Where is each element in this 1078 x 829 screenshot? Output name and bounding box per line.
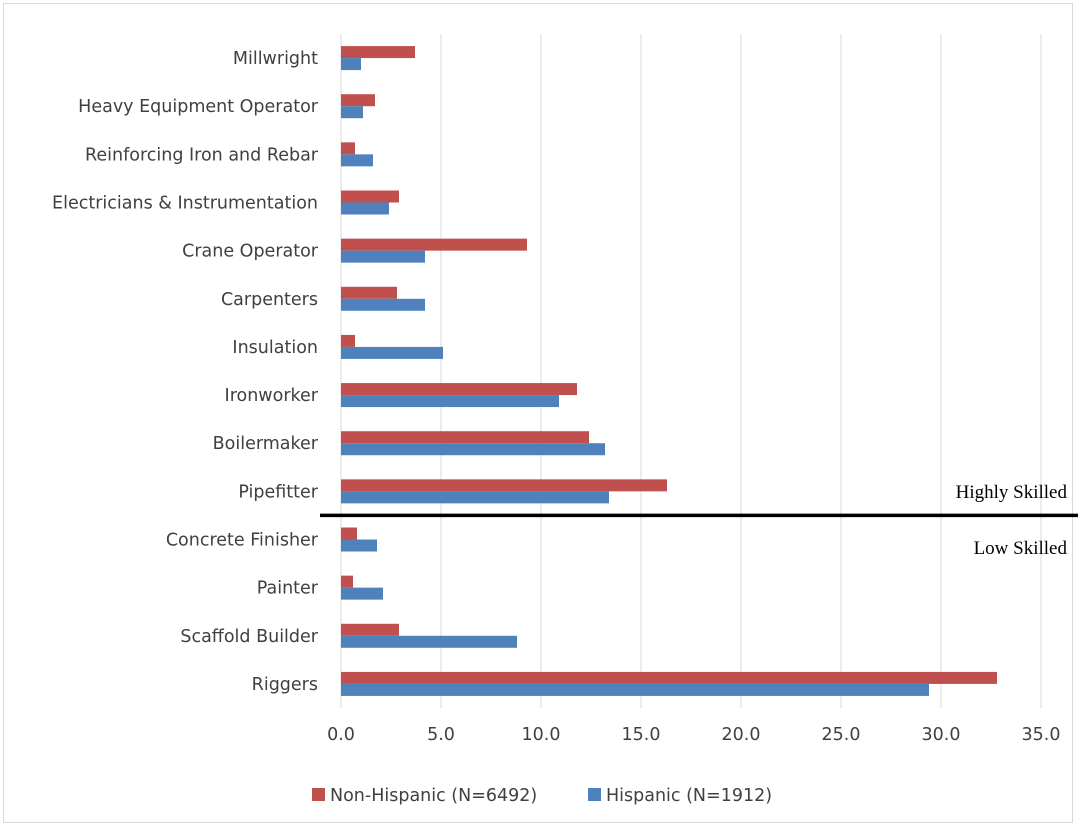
category-label-painter: Painter (257, 579, 319, 599)
category-label-boilermaker: Boilermaker (213, 434, 319, 454)
bar-riggers-non-hispanic (341, 671, 997, 684)
bar-carpenters-non-hispanic (341, 286, 397, 299)
bar-boilermaker-non-hispanic (341, 431, 589, 444)
category-label-scaffold-builder: Scaffold Builder (180, 627, 318, 647)
bar-insulation-non-hispanic (341, 334, 355, 347)
legend-label-non-hispanic: Non-Hispanic (N=6492) (330, 786, 537, 806)
legend-label-hispanic: Hispanic (N=1912) (606, 786, 772, 806)
x-tick-label: 30.0 (922, 725, 961, 745)
bar-millwright-non-hispanic (341, 46, 415, 59)
category-label-millwright: Millwright (233, 49, 318, 69)
bar-pipefitter-non-hispanic (341, 479, 667, 492)
bar-boilermaker-hispanic (341, 443, 605, 456)
bar-electricians-instrumentation-hispanic (341, 202, 389, 215)
x-tick-label: 5.0 (427, 725, 455, 745)
bar-carpenters-hispanic (341, 298, 425, 311)
bar-crane-operator-non-hispanic (341, 238, 527, 251)
x-tick-label: 15.0 (622, 725, 661, 745)
bar-reinforcing-iron-and-rebar-hispanic (341, 154, 373, 167)
bar-painter-hispanic (341, 587, 383, 600)
category-labels: Millwright Heavy Equipment Operator Reinfo… (52, 49, 319, 695)
bar-millwright-hispanic (341, 58, 361, 71)
bar-scaffold-builder-non-hispanic (341, 623, 399, 636)
bar-pipefitter-hispanic (341, 491, 609, 504)
legend-swatch-non-hispanic (312, 788, 325, 801)
bar-riggers-hispanic (341, 683, 929, 696)
chart-frame (3, 3, 1073, 823)
bars (341, 46, 997, 696)
x-tick-label: 0.0 (327, 725, 355, 745)
bar-insulation-hispanic (341, 346, 443, 359)
annotation-highly-skilled: Highly Skilled (956, 482, 1068, 503)
x-tick-labels: 0.0 5.0 10.0 15.0 20.0 25.0 30.0 35.0 (327, 725, 1060, 745)
category-label-pipefitter: Pipefitter (238, 482, 318, 502)
category-label-riggers: Riggers (252, 675, 318, 695)
bar-concrete-finisher-non-hispanic (341, 527, 357, 540)
x-tick-label: 25.0 (822, 725, 861, 745)
category-label-electricians-instrumentation: Electricians & Instrumentation (52, 194, 318, 214)
bar-heavy-equipment-operator-non-hispanic (341, 94, 375, 107)
bar-reinforcing-iron-and-rebar-non-hispanic (341, 142, 355, 155)
bar-heavy-equipment-operator-hispanic (341, 106, 363, 119)
bar-crane-operator-hispanic (341, 250, 425, 263)
bar-painter-non-hispanic (341, 575, 353, 588)
annotation-low-skilled: Low Skilled (974, 538, 1068, 559)
category-label-insulation: Insulation (232, 338, 318, 358)
category-label-heavy-equipment-operator: Heavy Equipment Operator (78, 97, 319, 117)
bar-concrete-finisher-hispanic (341, 539, 377, 552)
category-label-reinforcing-iron-and-rebar: Reinforcing Iron and Rebar (85, 145, 319, 165)
annotations: Highly Skilled Low Skilled (320, 482, 1078, 559)
x-tick-label: 35.0 (1022, 725, 1061, 745)
category-label-crane-operator: Crane Operator (182, 242, 319, 262)
category-label-ironworker: Ironworker (225, 386, 319, 406)
bar-scaffold-builder-hispanic (341, 635, 517, 648)
x-tick-label: 20.0 (722, 725, 761, 745)
bar-ironworker-hispanic (341, 395, 559, 408)
legend: Non-Hispanic (N=6492) Hispanic (N=1912) (312, 786, 772, 806)
category-label-concrete-finisher: Concrete Finisher (166, 531, 319, 551)
legend-swatch-hispanic (588, 788, 601, 801)
category-label-carpenters: Carpenters (221, 290, 318, 310)
x-tick-label: 10.0 (522, 725, 561, 745)
bar-ironworker-non-hispanic (341, 383, 577, 396)
bar-electricians-instrumentation-non-hispanic (341, 190, 399, 203)
gridlines (340, 34, 1042, 708)
